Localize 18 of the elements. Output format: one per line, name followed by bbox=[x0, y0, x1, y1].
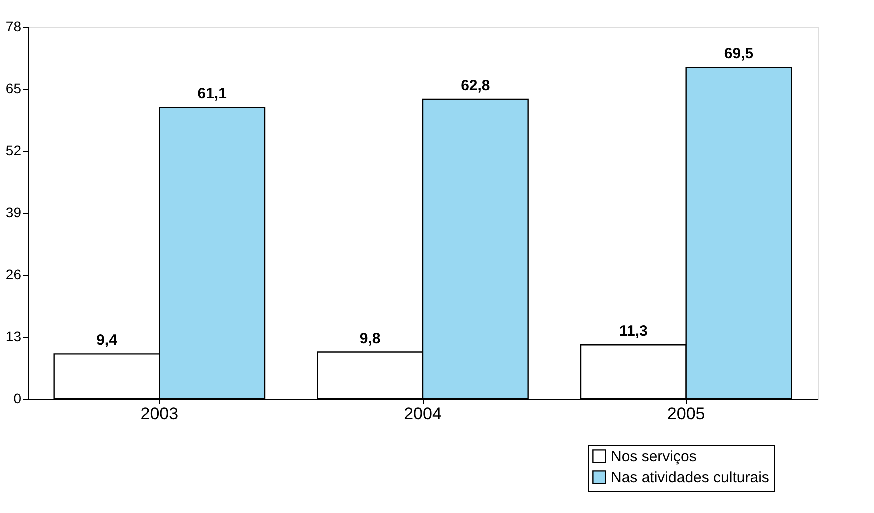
y-tick-label: 52 bbox=[6, 142, 22, 158]
x-tick-label: 2005 bbox=[667, 404, 706, 424]
y-tick-label: 26 bbox=[6, 266, 22, 282]
y-tick-label: 65 bbox=[6, 80, 22, 96]
legend-label: Nas atividades culturais bbox=[611, 470, 770, 486]
y-tick-label: 0 bbox=[14, 390, 22, 406]
data-label: 9,8 bbox=[360, 330, 381, 348]
legend-label: Nos serviços bbox=[611, 448, 697, 466]
data-label: 61,1 bbox=[198, 86, 227, 103]
data-label: 9,4 bbox=[96, 332, 118, 350]
data-label: 62,8 bbox=[461, 77, 490, 94]
y-tick-label: 39 bbox=[6, 204, 22, 220]
x-tick-label: 2003 bbox=[140, 404, 179, 424]
y-tick-label: 78 bbox=[6, 18, 22, 34]
y-tick-label: 13 bbox=[6, 328, 22, 344]
data-label: 69,5 bbox=[724, 46, 754, 63]
data-label: 11,3 bbox=[619, 323, 648, 340]
x-tick-label: 2004 bbox=[404, 404, 442, 424]
